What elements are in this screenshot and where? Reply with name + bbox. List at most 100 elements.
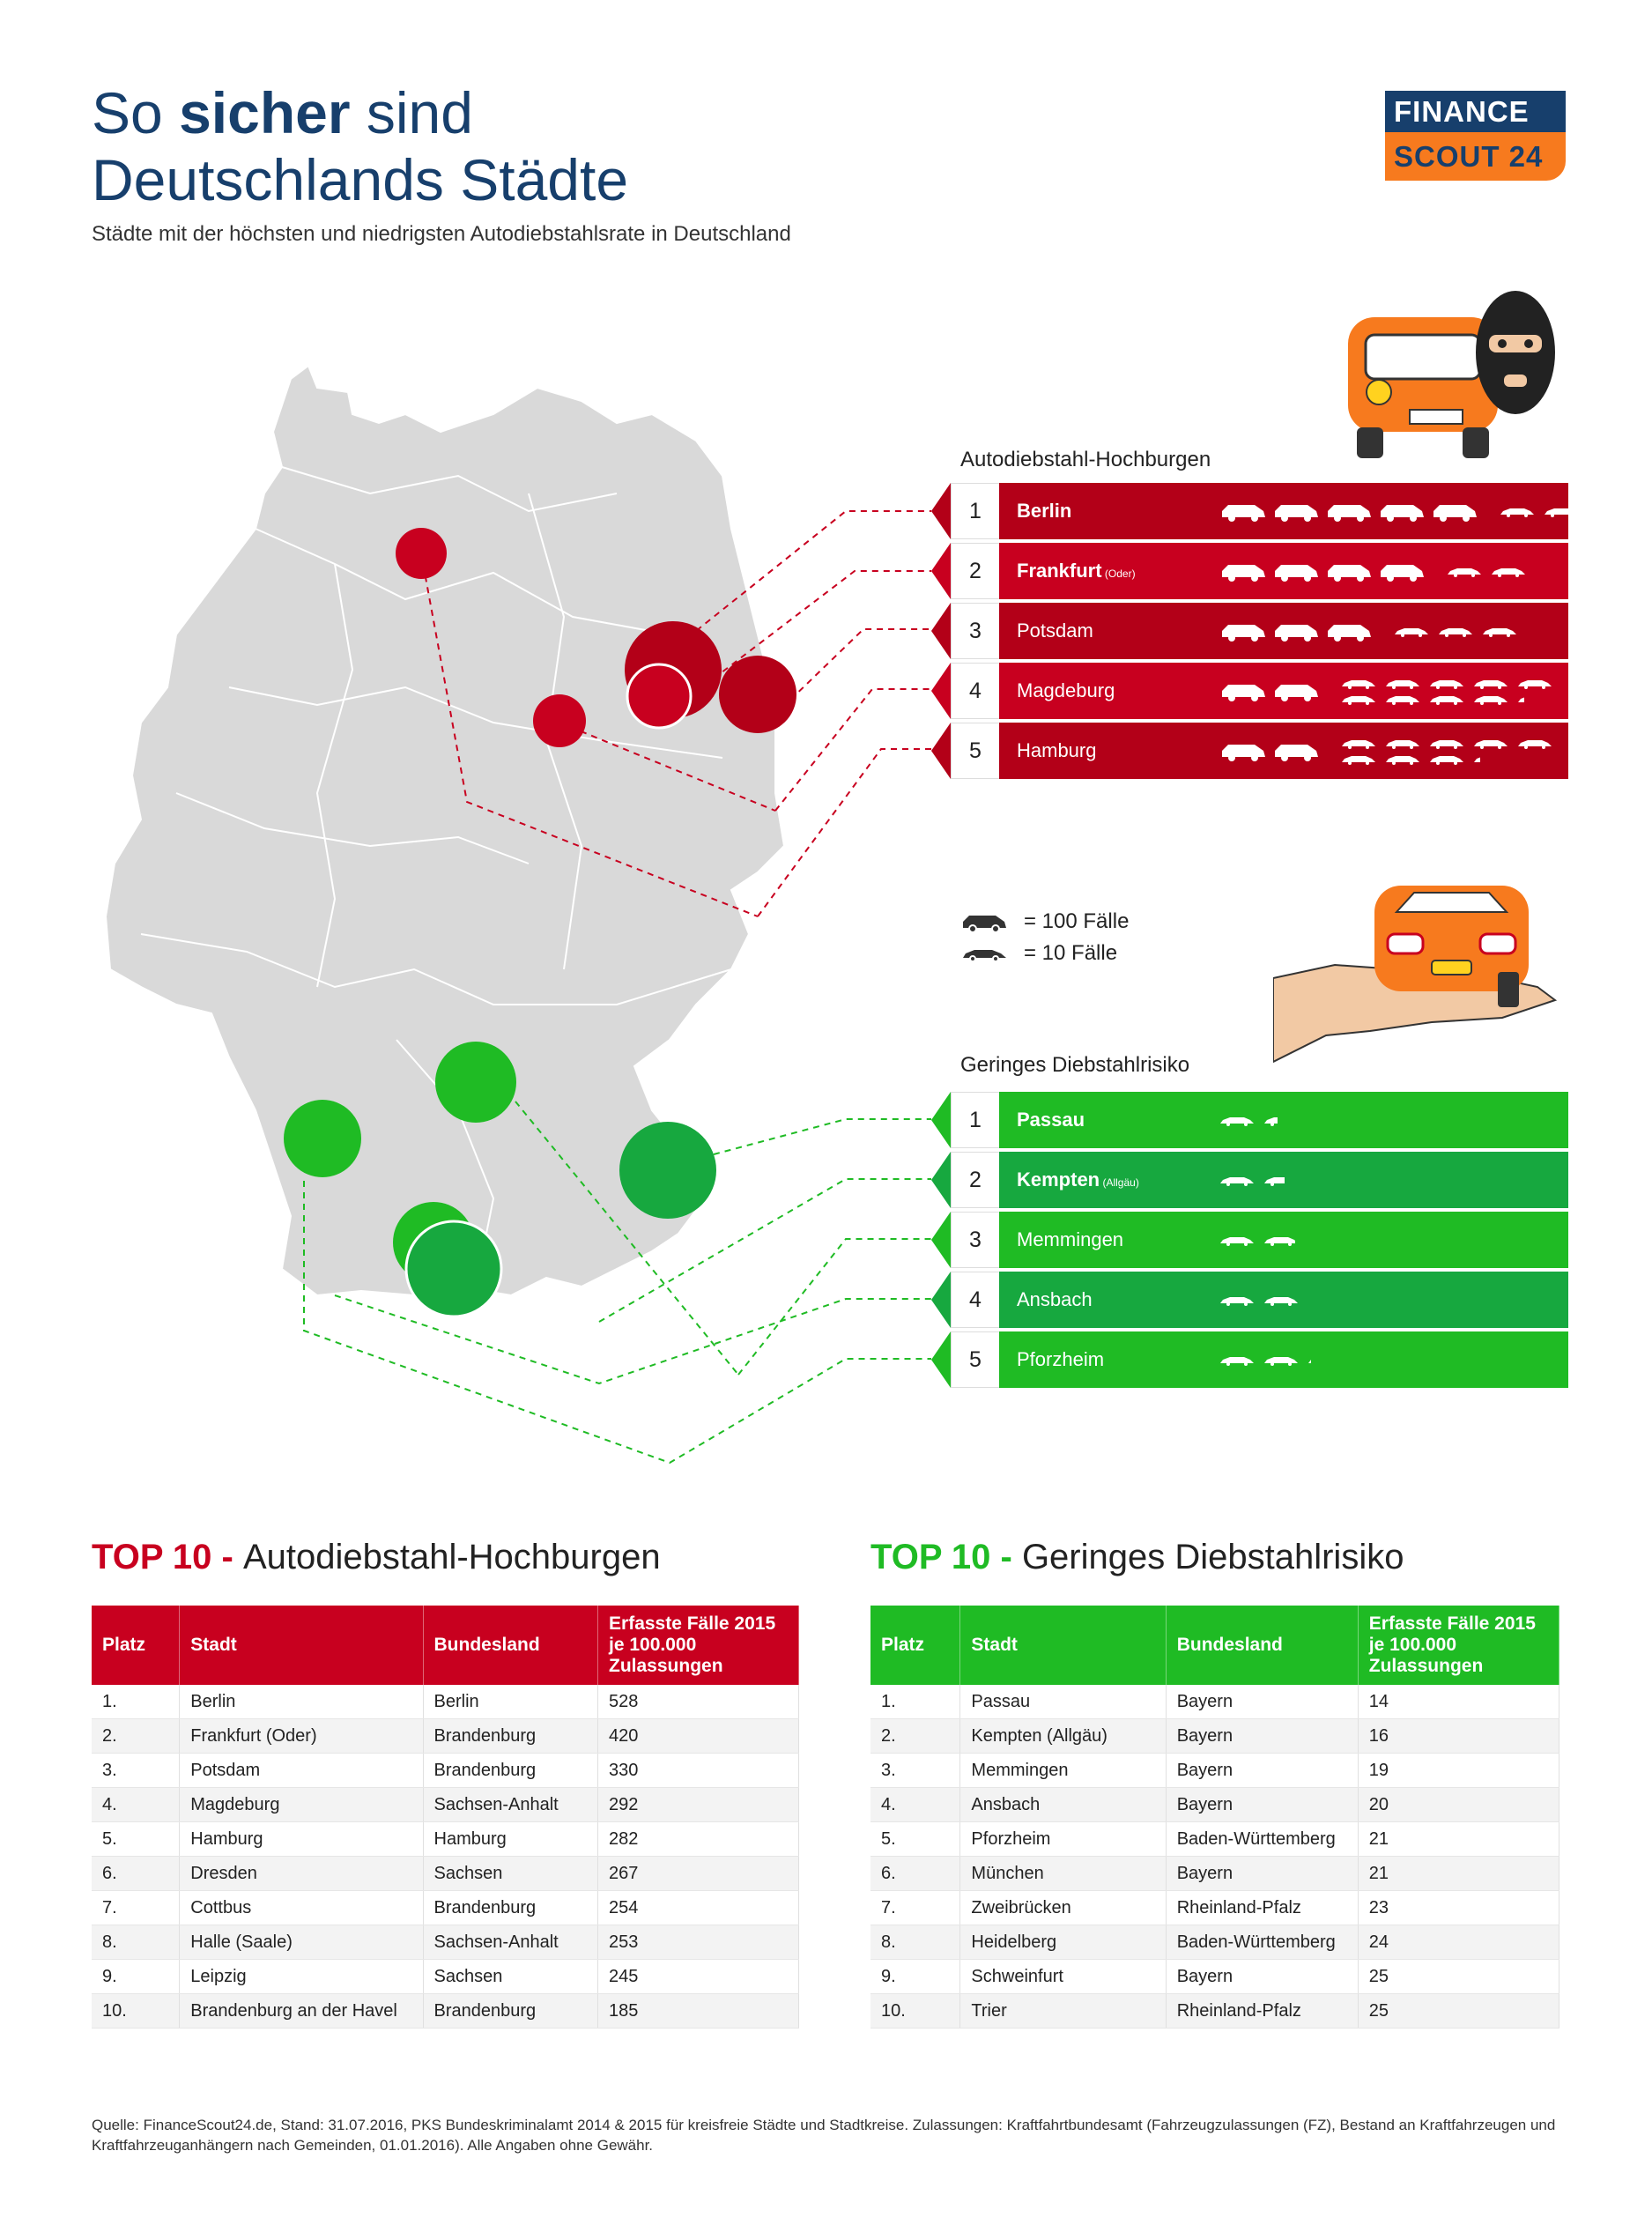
car-100-icon [1381, 505, 1424, 522]
rank-number: 5 [951, 723, 1000, 779]
table-row: 6. München Bayern 21 [870, 1856, 1560, 1891]
table-cell: Sachsen-Anhalt [423, 1925, 599, 1960]
rank-number: 2 [951, 1152, 1000, 1208]
car-100-icon [1275, 685, 1318, 701]
logo-line-2: SCOUT 24 [1385, 132, 1566, 181]
table-header-cell: Stadt [959, 1606, 1167, 1685]
table-row: 1. Berlin Berlin 528 [92, 1685, 799, 1719]
table-cell: 9. [92, 1959, 181, 1994]
table-cell: 5. [92, 1821, 181, 1857]
rank-number: 3 [951, 1212, 1000, 1268]
table-cell: 10. [92, 1993, 181, 2029]
rank-number: 2 [951, 543, 1000, 599]
circle-hamburg [396, 528, 447, 579]
car-10-icon [1518, 697, 1524, 702]
germany-shape [104, 364, 786, 1297]
table-cell: 1. [870, 1685, 961, 1719]
table-cell: 6. [870, 1856, 961, 1891]
car-10-icon [1220, 1297, 1254, 1306]
car-100-icon [1275, 745, 1318, 761]
table-row: 7. Zweibrücken Rheinland-Pfalz 23 [870, 1890, 1560, 1925]
car-100-icon [1222, 565, 1265, 582]
table-cell: 3. [92, 1753, 181, 1788]
table-cell: 267 [597, 1856, 799, 1891]
car-10-icon [1589, 508, 1622, 517]
circle-ansbach [435, 1042, 516, 1123]
car-100-icon [1381, 565, 1424, 582]
car-10-icon [1430, 756, 1463, 765]
table-header-cell: Platz [870, 1606, 961, 1685]
table-cell: 24 [1358, 1925, 1560, 1960]
table-cell: 282 [597, 1821, 799, 1857]
table-cell: 330 [597, 1753, 799, 1788]
title-line-2: Deutschlands Städte [92, 147, 629, 212]
high-rank-row-1: 1 Berlin [931, 483, 1622, 539]
source-note: Quelle: FinanceScout24.de, Stand: 31.07.… [92, 2117, 1556, 2154]
circle-passau [619, 1122, 716, 1219]
table-cell: 7. [92, 1890, 181, 1925]
circle-frankfurt-oder [719, 656, 796, 733]
car-10-icon [1395, 628, 1428, 637]
table-row: 10. Trier Rheinland-Pfalz 25 [870, 1993, 1560, 2029]
table-cell: Brandenburg [423, 1993, 599, 2029]
table-row: 9. Leipzig Sachsen 245 [92, 1959, 799, 1994]
car-10-icon [1264, 1357, 1298, 1366]
car-10-icon [1264, 1117, 1278, 1126]
rank-bar: Frankfurt (Oder) [999, 543, 1568, 599]
car-100-icon [1222, 685, 1265, 701]
table-row: 8. Heidelberg Baden-Württemberg 24 [870, 1925, 1560, 1960]
table-cell: 6. [92, 1856, 181, 1891]
table-row: 4. Magdeburg Sachsen-Anhalt 292 [92, 1787, 799, 1822]
table-header-cell: Bundesland [1166, 1606, 1359, 1685]
car-10-icon [1483, 628, 1516, 637]
rank-bar: Pforzheim [999, 1331, 1568, 1388]
car-icons [1219, 1092, 1434, 1148]
rank-bar: Hamburg [999, 723, 1568, 779]
car-icons [1219, 663, 1556, 719]
table-low: Platz Stadt Bundesland Erfasste Fälle 2015 … [870, 1606, 1560, 2029]
table-cell: 8. [870, 1925, 961, 1960]
rank-city: Berlin [1017, 500, 1072, 522]
table-cell: 253 [597, 1925, 799, 1960]
low-rank-row-1: 1 Passau [931, 1092, 1568, 1148]
car-100-icon [1275, 505, 1318, 522]
car-10-icon [1430, 740, 1463, 749]
car-icons [1219, 603, 1609, 659]
table-cell: 9. [870, 1959, 961, 1994]
car-100-icon [1222, 745, 1265, 761]
table-cell: Baden-Württemberg [1166, 1821, 1359, 1857]
table-cell: Sachsen-Anhalt [423, 1787, 599, 1822]
table-row: 2. Kempten (Allgäu) Bayern 16 [870, 1718, 1560, 1754]
table-row: 10. Brandenburg an der Havel Brandenburg 18… [92, 1993, 799, 2029]
table-cell: 2. [92, 1718, 181, 1754]
rank-number: 1 [951, 483, 1000, 539]
rank-bar: Berlin [999, 483, 1622, 539]
high-rank-row-2: 2 Frankfurt (Oder) [931, 543, 1568, 599]
car-10-icon [1264, 1237, 1295, 1246]
table-cell: Brandenburg an der Havel [179, 1993, 424, 2029]
table-cell: 420 [597, 1718, 799, 1754]
car-100-icon [1222, 625, 1265, 642]
table-cell: 2. [870, 1718, 961, 1754]
rank-arrow [931, 723, 951, 779]
car-10-icon [1220, 1177, 1254, 1186]
table-cell: Schweinfurt [959, 1959, 1167, 1994]
table-cell: Rheinland-Pfalz [1166, 1993, 1359, 2029]
germany-map [104, 364, 931, 1465]
table-cell: Halle (Saale) [179, 1925, 424, 1960]
car-10-icon [1220, 1357, 1254, 1366]
rank-arrow [931, 543, 951, 599]
circle-potsdam [626, 663, 693, 730]
table-cell: 23 [1358, 1890, 1560, 1925]
table-cell: München [959, 1856, 1167, 1891]
table-cell: Pforzheim [959, 1821, 1167, 1857]
car-10-icon [1474, 696, 1508, 705]
rank-arrow [931, 483, 951, 539]
table-cell: Passau [959, 1685, 1167, 1719]
table-cell: Dresden [179, 1856, 424, 1891]
car-10-icon [963, 950, 1006, 962]
rank-bar: Passau [999, 1092, 1568, 1148]
car-10-icon [1308, 1360, 1311, 1363]
table-cell: Leipzig [179, 1959, 424, 1994]
legend-big-text: = 100 Fälle [1024, 909, 1130, 933]
